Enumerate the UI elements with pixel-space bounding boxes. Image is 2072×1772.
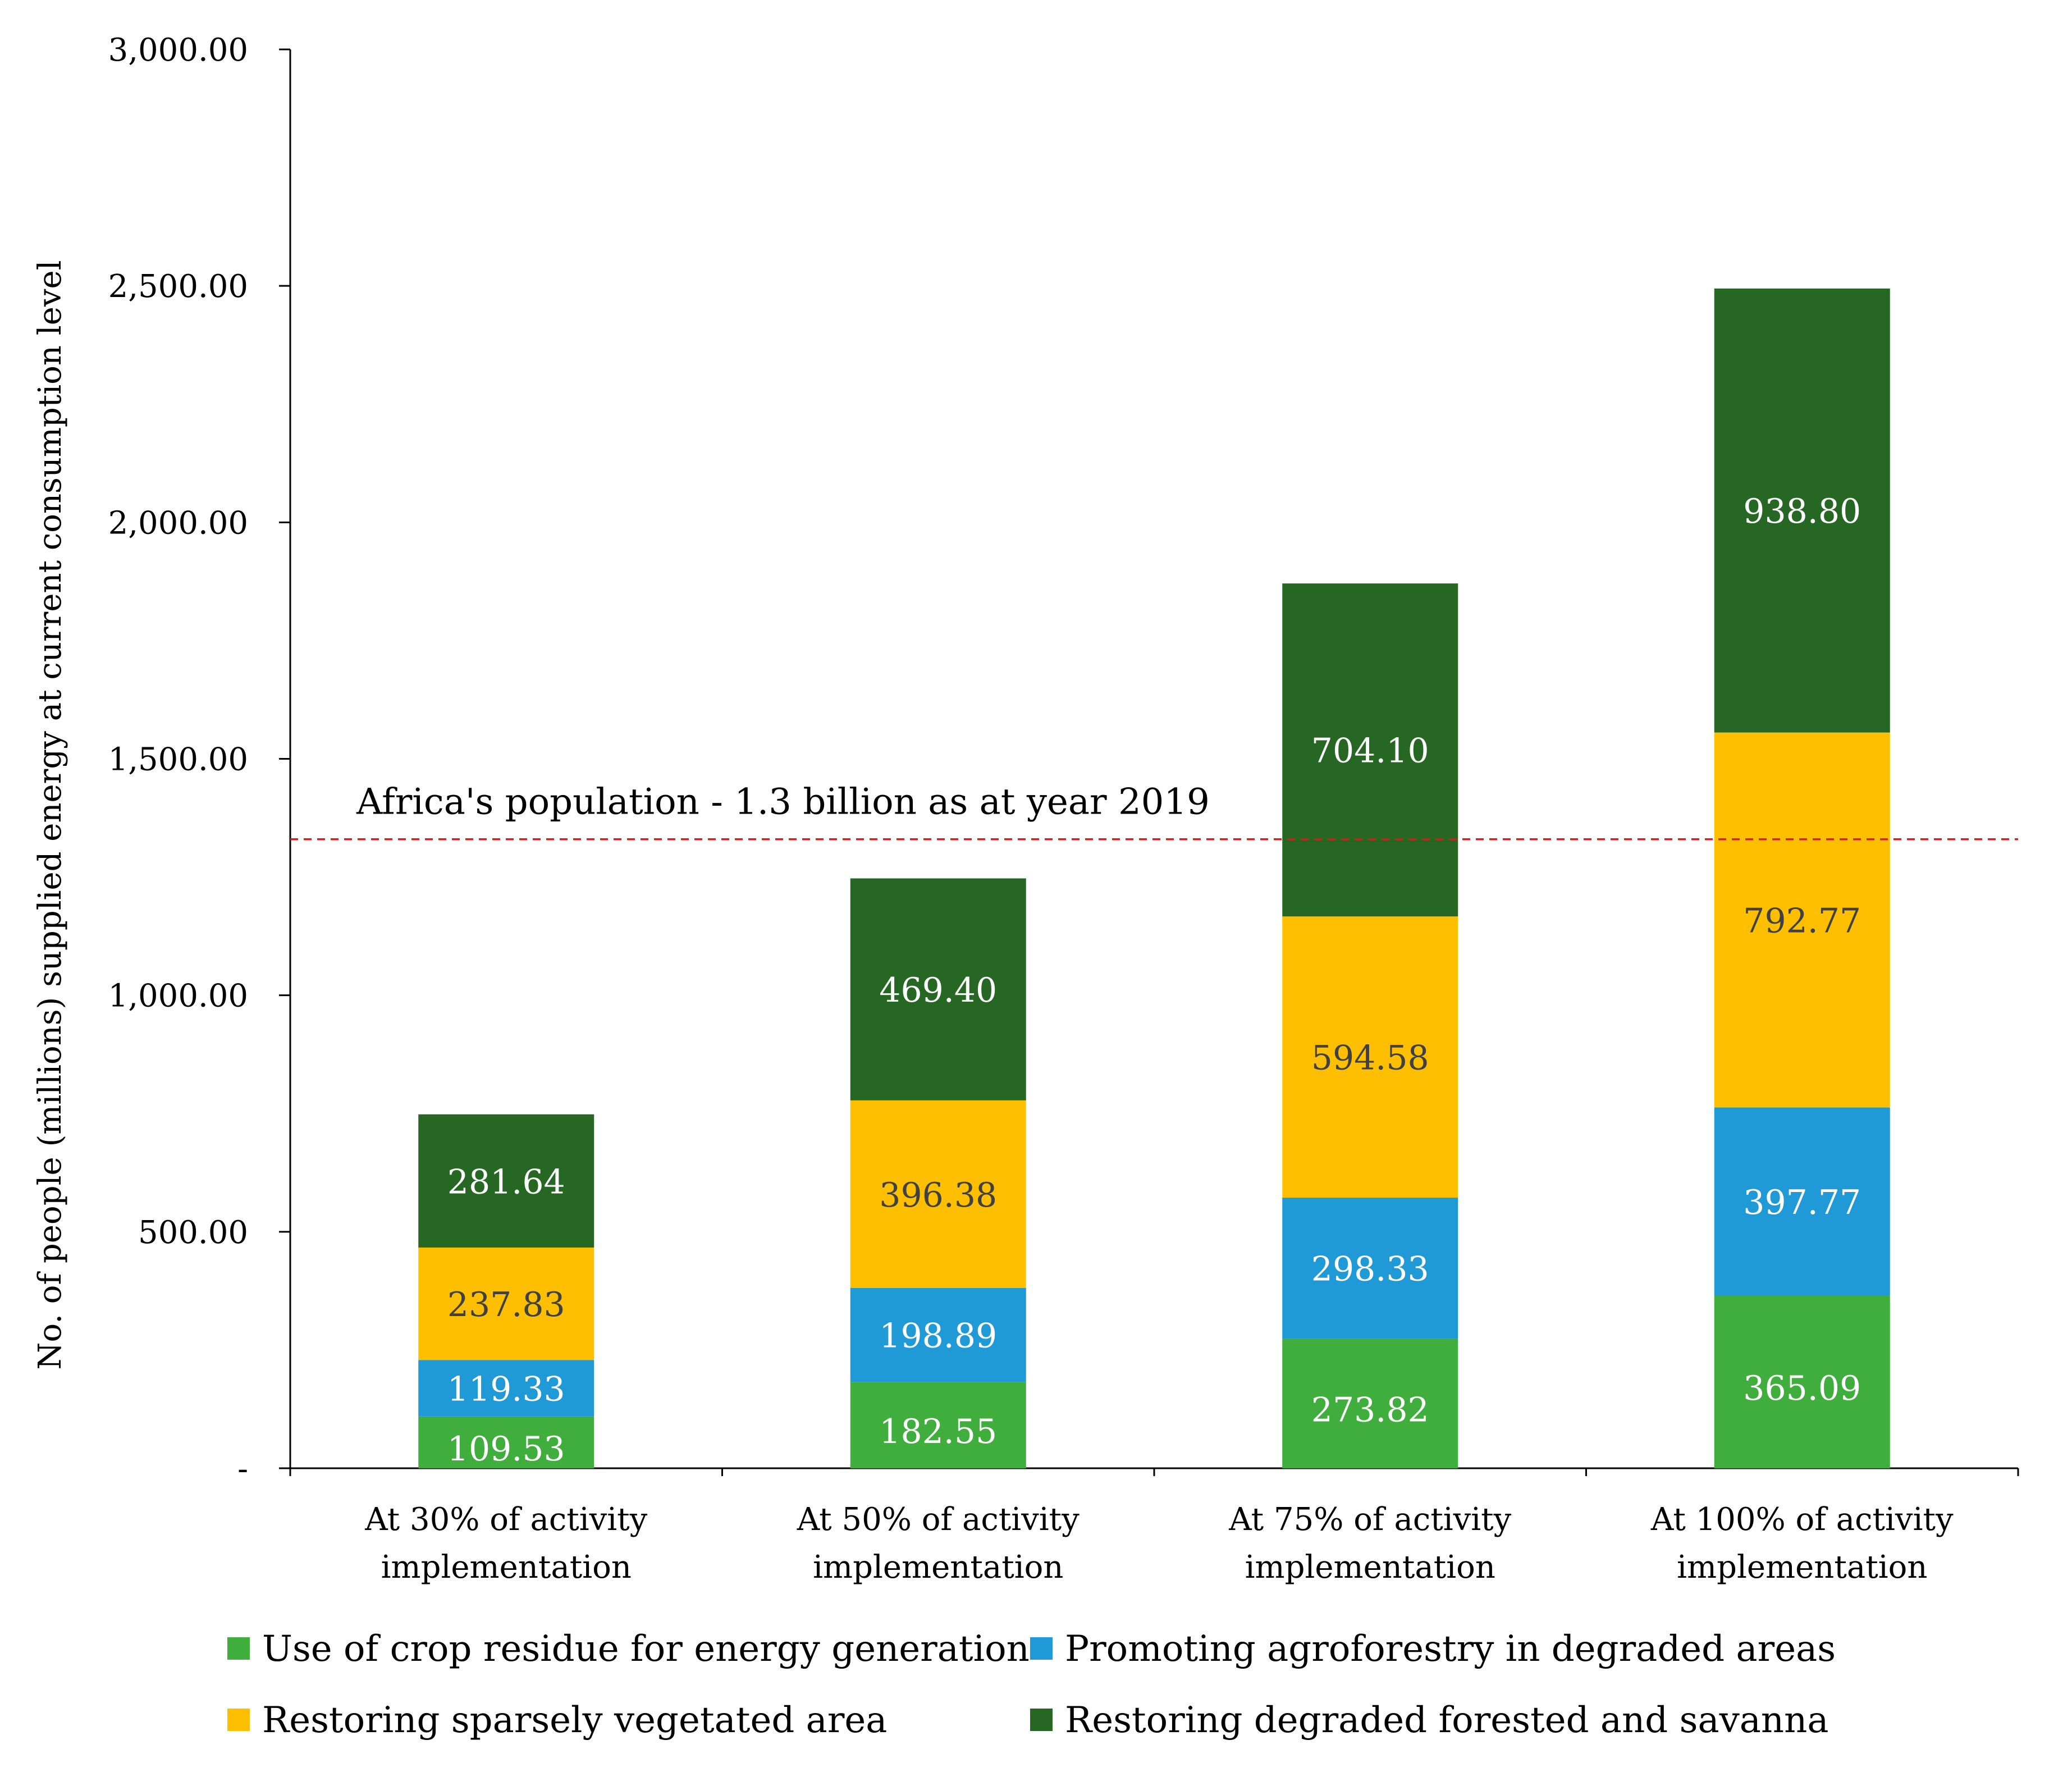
x-category-label: implementation (1677, 1549, 1927, 1586)
data-label: 109.53 (447, 1430, 565, 1469)
bar-segment (850, 878, 1026, 1100)
y-tick-label: 2,500.00 (108, 268, 248, 305)
data-label: 281.64 (447, 1162, 565, 1202)
legend-swatch (1030, 1709, 1053, 1731)
data-label: 182.55 (879, 1412, 997, 1451)
bar-segment (418, 1114, 594, 1248)
bar-segment (418, 1247, 594, 1360)
bar-segment (1714, 288, 1890, 733)
y-tick-label: 2,000.00 (108, 505, 248, 541)
data-label: 298.33 (1311, 1250, 1429, 1289)
data-label: 119.33 (447, 1369, 565, 1409)
data-label: 273.82 (1311, 1391, 1429, 1430)
bar-segment (1714, 1295, 1890, 1468)
legend-swatch (1030, 1637, 1053, 1660)
y-tick-label: - (237, 1451, 248, 1487)
bar-segment (1714, 732, 1890, 1108)
data-label: 938.80 (1743, 492, 1861, 531)
legend-label: Restoring sparsely vegetated area (262, 1700, 887, 1741)
data-label: 365.09 (1743, 1369, 1861, 1408)
x-category-label: At 50% of activity (797, 1501, 1080, 1538)
bar-segment (418, 1360, 594, 1417)
bar-segment (1282, 583, 1458, 917)
reference-line-label: Africa's population - 1.3 billion as at … (356, 782, 1210, 823)
x-category-label: implementation (813, 1549, 1063, 1586)
legend-swatch (227, 1637, 250, 1660)
bar-segment (418, 1416, 594, 1468)
legend-swatch (227, 1709, 250, 1731)
data-label: 704.10 (1311, 732, 1429, 771)
legend-label: Promoting agroforestry in degraded areas (1065, 1628, 1836, 1670)
bar-segment (850, 1287, 1026, 1382)
bar-segment (1282, 1339, 1458, 1468)
data-label: 594.58 (1311, 1039, 1429, 1078)
y-tick-label: 1,500.00 (108, 742, 248, 778)
x-category-label: At 100% of activity (1650, 1501, 1954, 1538)
x-category-label: At 75% of activity (1228, 1501, 1511, 1538)
legend-label: Restoring degraded forested and savanna (1065, 1700, 1829, 1741)
data-label: 237.83 (447, 1285, 565, 1325)
data-label: 396.38 (879, 1176, 997, 1215)
x-category-label: At 30% of activity (364, 1501, 647, 1538)
data-label: 469.40 (879, 971, 997, 1010)
legend-label: Use of crop residue for energy generatio… (262, 1628, 1030, 1670)
bar-segment (1714, 1107, 1890, 1296)
y-tick-label: 3,000.00 (108, 32, 248, 68)
y-tick-label: 500.00 (138, 1214, 248, 1251)
bar-segment (1282, 1198, 1458, 1339)
bar-segment (850, 1100, 1026, 1288)
bar-segment (850, 1382, 1026, 1468)
data-label: 198.89 (879, 1316, 997, 1355)
x-category-label: implementation (381, 1549, 632, 1586)
bar-segment (1282, 916, 1458, 1198)
x-category-label: implementation (1245, 1549, 1495, 1586)
data-label: 397.77 (1743, 1183, 1861, 1222)
data-label: 792.77 (1743, 902, 1861, 941)
y-axis-title: No. of people (millions) supplied energy… (32, 260, 68, 1369)
y-tick-label: 1,000.00 (108, 978, 248, 1015)
